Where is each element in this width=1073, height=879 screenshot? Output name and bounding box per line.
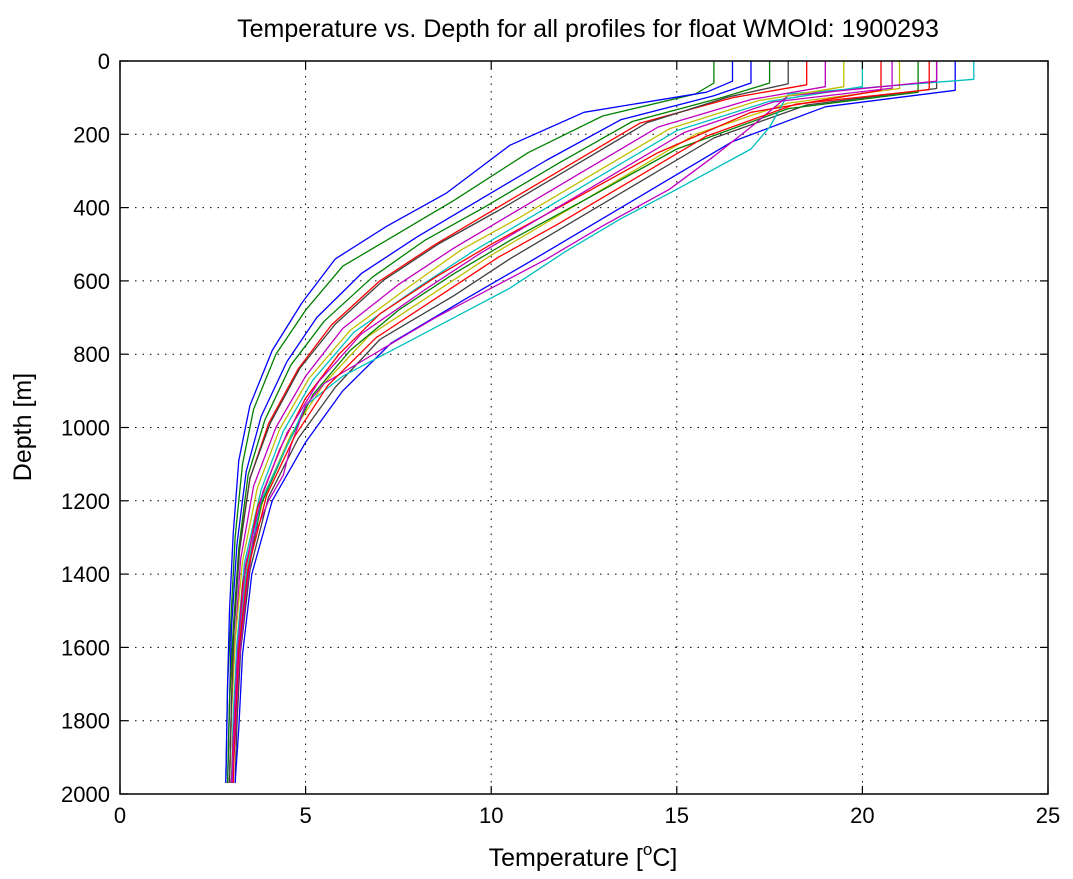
x-tick-label: 25 (1036, 803, 1060, 828)
profile-series-line (228, 61, 808, 784)
x-tick-label: 5 (299, 803, 311, 828)
x-tick-label: 0 (114, 803, 126, 828)
x-axis-label: Temperature [oC] (489, 840, 678, 872)
profile-series-line (228, 61, 826, 784)
profile-series-line (232, 61, 901, 784)
x-tick-label: 10 (479, 803, 503, 828)
profile-series-line (228, 61, 845, 784)
profile-series-line (234, 61, 956, 784)
x-tick-label: 20 (850, 803, 874, 828)
profile-series-line (226, 61, 771, 784)
axis-ticks (119, 60, 1049, 795)
profile-series-line (226, 61, 752, 784)
profile-series-line (230, 61, 938, 784)
x-axis-label-superscript: o (643, 840, 652, 859)
y-tick-label: 800 (73, 342, 110, 367)
profile-series-line (230, 61, 919, 784)
profile-series-line (230, 61, 882, 784)
y-axis-label: Depth [m] (9, 373, 37, 481)
x-tick-labels: 0 5 10 15 20 25 (114, 803, 1060, 828)
y-tick-label: 200 (73, 122, 110, 147)
profile-series-line (234, 61, 938, 784)
y-tick-label: 1200 (61, 489, 110, 514)
y-tick-label: 1800 (61, 709, 110, 734)
y-tick-label: 0 (98, 49, 110, 74)
y-tick-label: 600 (73, 269, 110, 294)
y-tick-label: 1400 (61, 562, 110, 587)
x-axis-label-main: Temperature [ (489, 844, 643, 872)
chart-title: Temperature vs. Depth for all profiles f… (237, 15, 939, 43)
y-tick-label: 1600 (61, 635, 110, 660)
grid-lines (120, 61, 1048, 794)
x-tick-label: 15 (665, 803, 689, 828)
profile-series-line (228, 61, 789, 784)
y-tick-label: 1000 (61, 416, 110, 441)
y-tick-labels: 0 200 400 600 800 1000 1200 1400 1600 1800 2000 (61, 49, 110, 807)
profile-series-line (230, 61, 975, 784)
profile-series-line (225, 61, 734, 784)
y-tick-label: 2000 (61, 782, 110, 807)
profile-series-line (230, 61, 864, 784)
profile-series-line (225, 61, 715, 784)
y-tick-label: 400 (73, 196, 110, 221)
x-axis-label-suffix: C] (652, 844, 677, 872)
plot-area (225, 61, 975, 784)
profile-series-line (232, 61, 930, 784)
profile-series-line (231, 61, 893, 784)
